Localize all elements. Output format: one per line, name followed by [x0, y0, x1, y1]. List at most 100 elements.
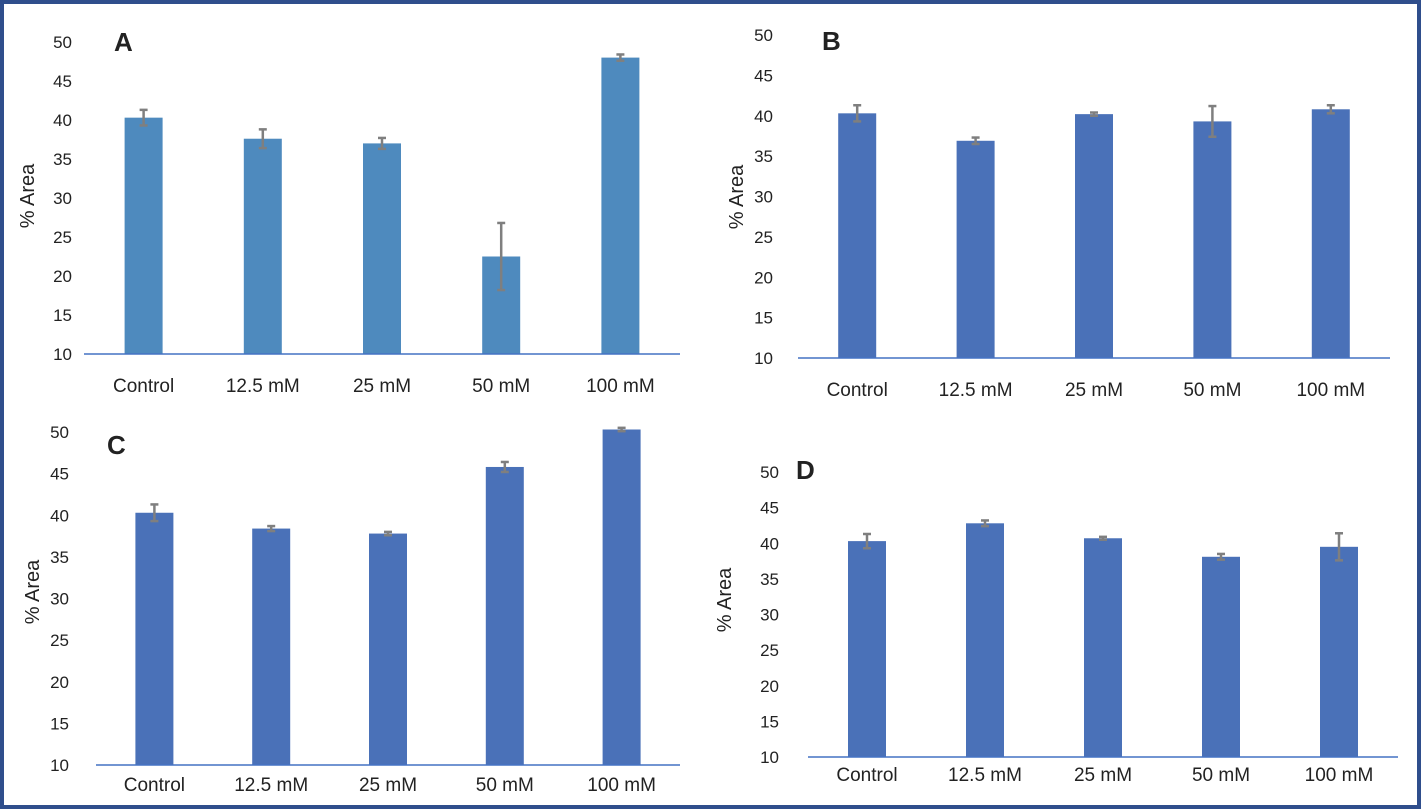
- y-tick-label: 20: [50, 673, 69, 692]
- y-axis-title: % Area: [714, 567, 736, 632]
- x-tick-label: 50 mM: [476, 775, 534, 796]
- x-tick-label: Control: [836, 765, 897, 786]
- x-tick-label: 50 mM: [1183, 380, 1241, 401]
- error-bar: [853, 104, 862, 123]
- bar-12-5-mm: [252, 528, 291, 765]
- x-tick-label: 12.5 mM: [939, 380, 1013, 401]
- x-tick-label: 100 mM: [587, 775, 656, 796]
- error-bar: [1335, 532, 1343, 562]
- y-tick-label: 10: [50, 756, 69, 775]
- bar-25-mm: [1084, 538, 1122, 757]
- bar-25-mm: [369, 533, 407, 765]
- error-bar: [981, 519, 989, 528]
- panel-label: C: [107, 430, 126, 460]
- bar-25-mm: [363, 143, 401, 354]
- y-tick-label: 20: [53, 267, 72, 286]
- y-tick-label: 20: [760, 677, 779, 696]
- error-bar: [616, 53, 625, 62]
- error-bar: [1326, 104, 1335, 115]
- chart-panel-a: 10 15 20 25 30 35 40 45 50 % Area Control 12.5 mM 25…: [17, 27, 680, 397]
- figure-canvas: 10 15 20 25 30 35 40 45 50 % Area Control 12.5 mM 25…: [17, 26, 1398, 796]
- y-tick-label: 35: [50, 548, 69, 567]
- y-axis-title: % Area: [17, 163, 39, 228]
- y-tick-label: 25: [53, 228, 72, 247]
- y-tick-label: 25: [50, 631, 69, 650]
- y-tick-label: 40: [53, 111, 72, 130]
- x-tick-label: Control: [827, 380, 888, 401]
- panel-label: A: [114, 27, 133, 57]
- y-tick-label: 25: [760, 641, 779, 660]
- y-tick-label: 20: [754, 268, 773, 287]
- x-tick-label: 12.5 mM: [234, 775, 308, 796]
- y-tick-label: 25: [754, 228, 773, 247]
- y-tick-label: 45: [50, 465, 69, 484]
- bar-100-mm: [601, 57, 640, 354]
- y-axis-title: % Area: [726, 164, 748, 229]
- x-tick-label: 100 mM: [1305, 765, 1374, 786]
- y-tick-label: 50: [53, 33, 72, 52]
- x-tick-label: 50 mM: [472, 376, 530, 397]
- x-tick-label: Control: [124, 775, 185, 796]
- x-tick-label: 25 mM: [359, 775, 417, 796]
- y-tick-label: 15: [53, 306, 72, 325]
- y-tick-label: 50: [50, 423, 69, 442]
- y-tick-label: 45: [53, 72, 72, 91]
- x-tick-label: 100 mM: [1296, 380, 1365, 401]
- panel-label: B: [822, 26, 841, 56]
- bar-50-mm: [1193, 121, 1232, 358]
- error-bar: [617, 426, 626, 433]
- y-tick-label: 40: [50, 506, 69, 525]
- error-bar: [267, 524, 276, 533]
- bar-12-5-mm: [966, 523, 1004, 757]
- y-tick-label: 10: [53, 345, 72, 364]
- bar-50-mm: [1202, 556, 1240, 757]
- bar-100-mm: [602, 429, 641, 765]
- bar-12-5-mm: [243, 138, 282, 354]
- x-tick-label: 25 mM: [1065, 380, 1123, 401]
- x-tick-label: 12.5 mM: [948, 765, 1022, 786]
- x-tick-label: 100 mM: [586, 376, 655, 397]
- error-bar: [497, 221, 506, 292]
- error-bar: [150, 503, 159, 523]
- y-tick-label: 50: [760, 463, 779, 482]
- bar-50-mm: [485, 466, 524, 765]
- y-tick-label: 35: [754, 147, 773, 166]
- y-tick-label: 30: [754, 188, 773, 207]
- x-tick-label: Control: [113, 376, 174, 397]
- chart-panel-c: 10 15 20 25 30 35 40 45 50 % Area Control 12.5 mM 25…: [22, 423, 680, 796]
- x-tick-label: 12.5 mM: [226, 376, 300, 397]
- chart-panel-d: 10 15 20 25 30 35 40 45 50 % Area Control 12.5 mM 25…: [714, 455, 1398, 786]
- error-bar: [971, 136, 980, 146]
- error-bar: [863, 532, 871, 550]
- error-bar: [378, 136, 386, 151]
- y-tick-label: 30: [53, 189, 72, 208]
- bar-12-5-mm: [956, 140, 995, 358]
- y-tick-label: 10: [754, 349, 773, 368]
- y-tick-label: 40: [760, 534, 779, 553]
- bar-control: [135, 512, 174, 765]
- error-bar: [258, 128, 267, 150]
- y-tick-label: 45: [754, 66, 773, 85]
- chart-panel-b: 10 15 20 25 30 35 40 45 50 % Area Control 12.5 mM 25…: [726, 26, 1390, 401]
- x-tick-label: 25 mM: [1074, 765, 1132, 786]
- y-tick-label: 30: [50, 590, 69, 609]
- error-bar: [1090, 111, 1098, 117]
- error-bar: [1208, 104, 1217, 138]
- bar-100-mm: [1320, 546, 1358, 757]
- y-tick-label: 15: [760, 712, 779, 731]
- error-bar: [1217, 552, 1225, 561]
- y-tick-label: 35: [760, 570, 779, 589]
- panel-label: D: [796, 455, 815, 485]
- bar-25-mm: [1075, 114, 1113, 358]
- y-tick-label: 50: [754, 26, 773, 45]
- x-tick-label: 25 mM: [353, 376, 411, 397]
- y-tick-label: 40: [754, 107, 773, 126]
- y-tick-label: 45: [760, 499, 779, 518]
- error-bar: [1099, 535, 1107, 541]
- bar-100-mm: [1311, 109, 1350, 358]
- bar-control: [848, 541, 886, 757]
- y-tick-label: 15: [50, 714, 69, 733]
- y-tick-label: 10: [760, 748, 779, 767]
- bar-control: [838, 113, 877, 358]
